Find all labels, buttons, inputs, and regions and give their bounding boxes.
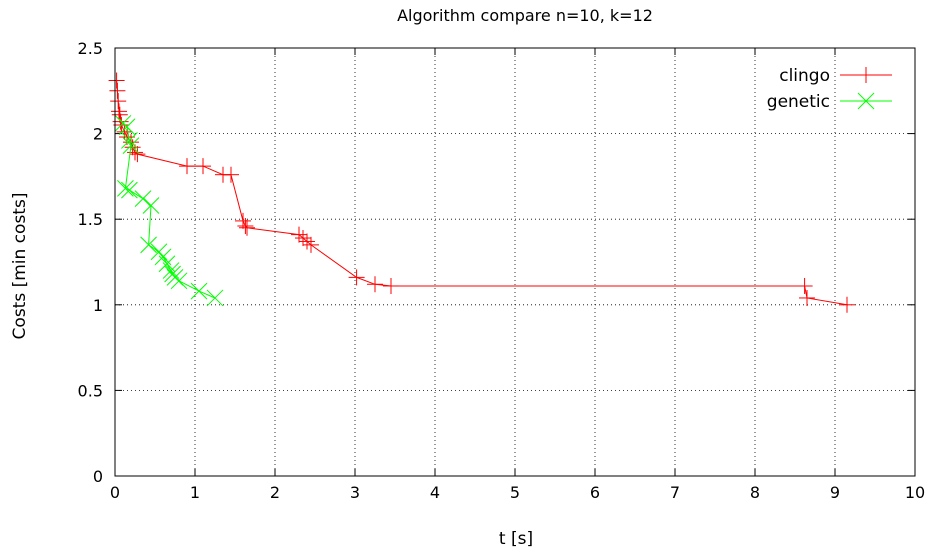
data-point-clingo <box>179 158 195 175</box>
series-line-clingo <box>116 80 848 306</box>
legend-label-clingo: clingo <box>779 66 830 86</box>
y-tick-label: 1 <box>93 296 103 315</box>
data-point-clingo <box>348 269 365 286</box>
data-point-clingo <box>367 276 383 293</box>
data-point-clingo <box>109 82 126 99</box>
data-point-clingo <box>799 289 815 306</box>
data-point-genetic <box>142 197 160 214</box>
data-point-genetic <box>121 132 138 149</box>
data-point-clingo <box>303 236 319 253</box>
plot-frame <box>114 47 916 477</box>
data-point-genetic <box>190 282 208 300</box>
data-point-genetic <box>206 289 224 307</box>
x-tick-label: 2 <box>270 483 280 502</box>
data-point-clingo <box>111 103 127 120</box>
data-point-clingo <box>110 93 127 110</box>
legend: clingo genetic <box>767 66 892 112</box>
legend-entry-genetic: genetic <box>767 92 892 112</box>
data-point-clingo <box>295 230 311 247</box>
data-point-clingo <box>223 166 239 183</box>
y-tick-label: 0.5 <box>78 381 103 400</box>
axis-ticks: 0 1 2 3 4 5 6 7 8 9 10 0 0.5 1 1.5 2 2.5 <box>78 39 926 502</box>
grid <box>115 48 915 476</box>
x-tick-label: 7 <box>670 483 680 502</box>
legend-label-genetic: genetic <box>767 92 830 112</box>
data-point-clingo <box>291 226 307 243</box>
data-point-clingo <box>108 72 125 89</box>
x-tick-label: 3 <box>350 483 360 502</box>
data-point-genetic <box>134 190 152 208</box>
data-point-clingo <box>299 233 315 250</box>
plot-area <box>108 72 855 313</box>
x-tick-label: 1 <box>190 483 200 502</box>
data-point-genetic <box>121 181 138 199</box>
x-tick-label: 10 <box>905 483 925 502</box>
x-tick-label: 8 <box>750 483 760 502</box>
y-tick-label: 2.5 <box>78 39 103 58</box>
y-axis-label: Costs [min costs] <box>10 193 30 340</box>
data-point-genetic <box>117 180 134 197</box>
y-tick-label: 0 <box>93 467 103 486</box>
x-tick-label: 4 <box>430 483 440 502</box>
series-genetic <box>114 114 224 307</box>
data-point-clingo <box>839 296 855 313</box>
x-tick-label: 0 <box>110 483 120 502</box>
x-axis-label: t [s] <box>499 529 533 549</box>
legend-marker-genetic <box>857 92 875 110</box>
data-point-clingo <box>796 277 813 294</box>
y-tick-label: 1.5 <box>78 210 103 229</box>
data-point-genetic <box>140 236 157 254</box>
data-point-genetic <box>122 137 140 154</box>
legend-marker-clingo <box>858 67 874 83</box>
data-point-genetic <box>170 272 188 290</box>
x-tick-label: 5 <box>510 483 520 502</box>
series-clingo <box>108 72 855 313</box>
chart-title: Algorithm compare n=10, k=12 <box>397 6 653 25</box>
data-point-genetic <box>150 243 168 261</box>
data-point-clingo <box>237 218 254 235</box>
legend-entry-clingo: clingo <box>779 66 892 86</box>
x-tick-label: 9 <box>830 483 840 502</box>
data-point-clingo <box>239 219 255 236</box>
y-tick-label: 2 <box>93 125 103 144</box>
data-point-clingo <box>383 277 399 294</box>
data-point-clingo <box>129 146 146 163</box>
data-point-genetic <box>118 118 136 136</box>
x-tick-label: 6 <box>590 483 600 502</box>
data-point-clingo <box>195 158 211 175</box>
